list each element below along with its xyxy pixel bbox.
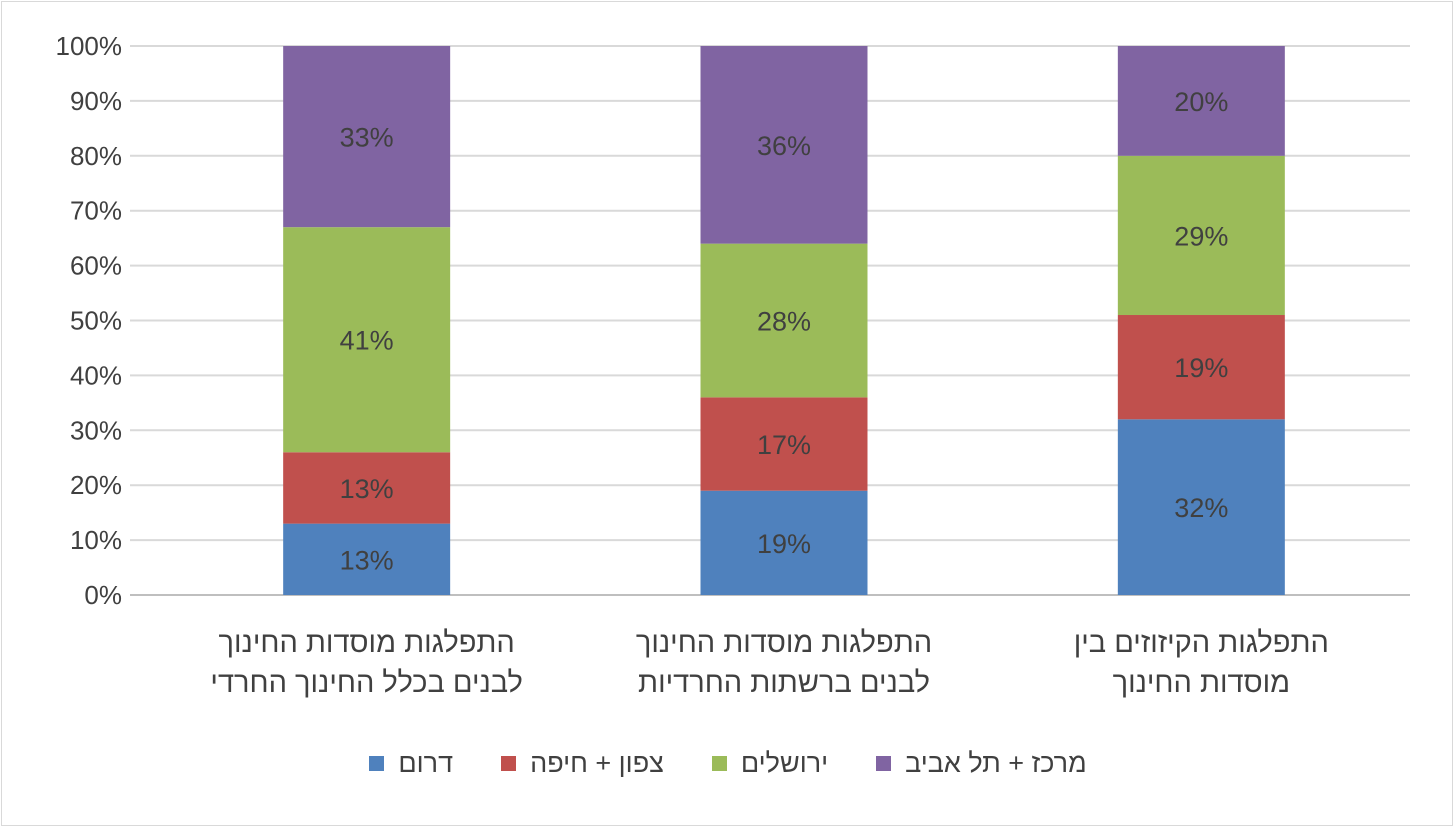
data-label: 32% — [1174, 493, 1228, 523]
data-label: 20% — [1174, 87, 1228, 117]
data-label: 19% — [1174, 353, 1228, 383]
data-label: 13% — [340, 545, 394, 575]
x-tick-label: לבנים בכלל החינוך החרדי — [210, 667, 523, 699]
y-tick-label: 40% — [70, 360, 122, 390]
legend-item: צפון + חיפה — [501, 748, 664, 779]
legend-item: מרכז + תל אביב — [876, 748, 1087, 779]
legend-swatch — [501, 756, 517, 771]
y-tick-label: 70% — [70, 196, 122, 226]
legend-item: ירושלים — [711, 748, 829, 779]
bar-segment — [700, 46, 868, 244]
bar-segment — [283, 46, 451, 228]
bar-segment — [1117, 46, 1285, 156]
x-tick-label: התפלגות מוסדות החינוך — [636, 627, 932, 659]
bar-segment — [700, 490, 868, 595]
data-label: 29% — [1174, 221, 1228, 251]
legend-label: ירושלים — [740, 748, 829, 778]
data-label: 13% — [340, 474, 394, 504]
y-tick-label: 0% — [84, 580, 122, 610]
y-tick-label: 10% — [70, 525, 122, 555]
y-tick-label: 30% — [70, 415, 122, 445]
legend-label: מרכז + תל אביב — [905, 748, 1087, 778]
bar-segment — [283, 227, 451, 453]
bar-segment — [1117, 419, 1285, 595]
data-label: 28% — [757, 307, 811, 337]
x-tick-label: לבנים ברשתות החרדיות — [638, 667, 930, 699]
data-label: 19% — [757, 529, 811, 559]
legend-swatch — [369, 756, 385, 771]
data-label: 36% — [757, 131, 811, 161]
bar-segment — [1117, 155, 1285, 316]
bar-segment — [283, 452, 451, 524]
y-tick-label: 20% — [70, 470, 122, 500]
legend: דרום צפון + חיפה ירושלים מרכז + תל אביב — [0, 748, 1456, 779]
data-label: 33% — [340, 123, 394, 153]
x-tick-label: מוסדות החינוך — [1113, 667, 1290, 699]
legend-item: דרום — [369, 748, 453, 779]
x-tick-label: התפלגות מוסדות החינוך — [219, 627, 515, 659]
legend-swatch — [711, 756, 727, 771]
data-label: 41% — [340, 326, 394, 356]
y-tick-label: 90% — [70, 86, 122, 116]
data-label: 17% — [757, 430, 811, 460]
y-tick-label: 80% — [70, 141, 122, 171]
legend-swatch — [876, 756, 892, 771]
bar-segment — [1117, 315, 1285, 420]
y-tick-label: 60% — [70, 251, 122, 281]
x-tick-label: התפלגות הקיזוזים בין — [1074, 627, 1329, 659]
bar-segment — [700, 397, 868, 491]
legend-label: דרום — [398, 748, 454, 778]
legend-label: צפון + חיפה — [530, 748, 664, 778]
y-tick-label: 100% — [56, 31, 123, 61]
y-tick-label: 50% — [70, 306, 122, 336]
bar-segment — [283, 523, 451, 595]
bar-segment — [700, 243, 868, 398]
